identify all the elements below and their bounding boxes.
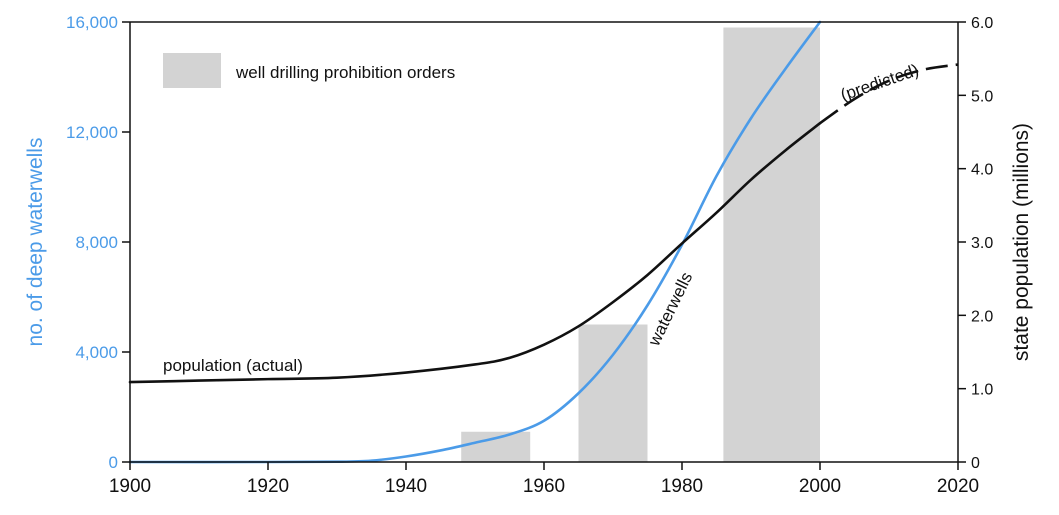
x-tick-label: 1980: [661, 476, 703, 497]
series-line-waterwells: [128, 20, 822, 464]
left-tick-label: 4,000: [75, 343, 118, 362]
series-line-predicted: [819, 63, 959, 125]
predicted-label: (predicted): [838, 60, 921, 104]
waterwells-label: waterwells: [644, 269, 696, 350]
left-tick-label: 0: [109, 453, 118, 472]
right-tick-label: 2.0: [971, 308, 993, 325]
right-tick-label: 6.0: [971, 15, 993, 32]
x-tick-label: 1900: [109, 476, 151, 497]
legend-swatch: [163, 53, 221, 88]
right-axis-title: state population (millions): [1010, 123, 1033, 361]
left-tick-label: 12,000: [66, 123, 118, 142]
x-tick-label: 1960: [523, 476, 565, 497]
bar-3: [723, 27, 820, 462]
left-axis-title: no. of deep waterwells: [24, 138, 47, 347]
bar-2: [578, 324, 648, 462]
right-tick-label: 1.0: [971, 382, 993, 399]
series-line-population-actual: [128, 121, 822, 384]
left-tick-label: 8,000: [75, 233, 118, 252]
right-tick-label: 4.0: [971, 162, 993, 179]
x-tick-label: 2000: [799, 476, 841, 497]
x-tick-label: 2020: [937, 476, 979, 497]
right-tick-label: 0: [971, 455, 980, 472]
population-actual-label: population (actual): [163, 356, 303, 375]
x-tick-label: 1940: [385, 476, 427, 497]
right-tick-label: 3.0: [971, 235, 993, 252]
x-tick-label: 1920: [247, 476, 289, 497]
bar-1: [461, 431, 531, 462]
legend-label: well drilling prohibition orders: [235, 63, 455, 82]
right-tick-label: 5.0: [971, 88, 993, 105]
left-tick-label: 16,000: [66, 13, 118, 32]
